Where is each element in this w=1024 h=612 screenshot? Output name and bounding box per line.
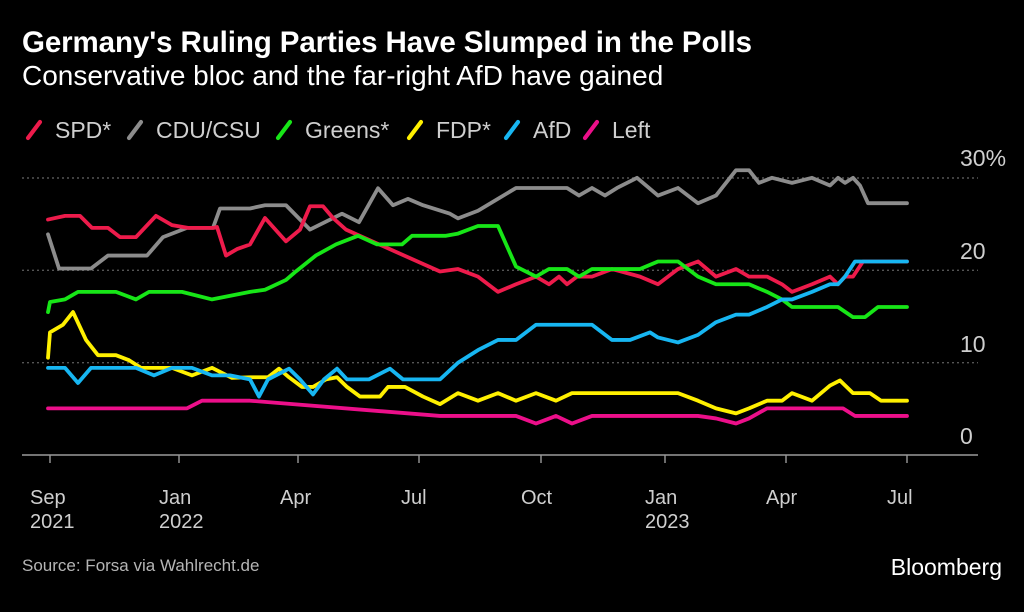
svg-text:Oct: Oct <box>521 487 553 509</box>
svg-text:Jan: Jan <box>159 487 191 509</box>
svg-text:2021: 2021 <box>30 511 75 533</box>
svg-text:Jul: Jul <box>401 487 427 509</box>
svg-text:Jul: Jul <box>887 487 913 509</box>
svg-text:2023: 2023 <box>645 511 690 533</box>
svg-text:Sep: Sep <box>30 487 66 509</box>
svg-text:2022: 2022 <box>159 511 204 533</box>
svg-text:0: 0 <box>960 423 973 449</box>
svg-text:Apr: Apr <box>766 487 797 509</box>
svg-text:Apr: Apr <box>280 487 311 509</box>
svg-text:20: 20 <box>960 238 986 264</box>
svg-text:Jan: Jan <box>645 487 677 509</box>
svg-text:10: 10 <box>960 331 986 357</box>
svg-text:30%: 30% <box>960 145 1006 171</box>
